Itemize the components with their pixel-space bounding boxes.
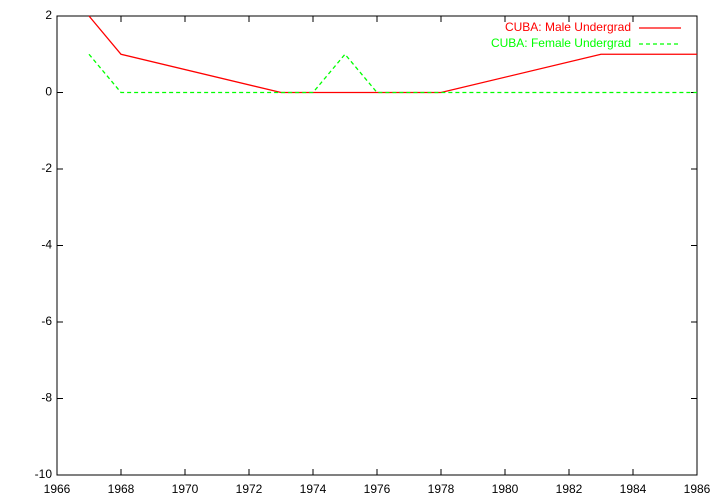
- x-tick-label: 1974: [300, 482, 327, 496]
- y-tick-label: 2: [45, 8, 52, 22]
- legend-label: CUBA: Female Undergrad: [491, 36, 631, 50]
- legend-label: CUBA: Male Undergrad: [505, 20, 631, 34]
- x-tick-label: 1976: [364, 482, 391, 496]
- y-tick-label: -6: [41, 314, 52, 328]
- x-tick-label: 1984: [620, 482, 647, 496]
- x-tick-label: 1980: [492, 482, 519, 496]
- x-tick-label: 1978: [428, 482, 455, 496]
- x-tick-label: 1982: [556, 482, 583, 496]
- x-tick-label: 1986: [684, 482, 711, 496]
- x-tick-label: 1966: [44, 482, 71, 496]
- y-tick-label: -10: [35, 467, 53, 481]
- x-tick-label: 1968: [108, 482, 135, 496]
- y-tick-label: -4: [41, 238, 52, 252]
- y-tick-label: -2: [41, 161, 52, 175]
- series-line: [88, 53, 697, 94]
- x-tick-label: 1970: [172, 482, 199, 496]
- y-tick-label: -8: [41, 391, 52, 405]
- y-tick-label: 0: [45, 85, 52, 99]
- x-tick-label: 1972: [236, 482, 263, 496]
